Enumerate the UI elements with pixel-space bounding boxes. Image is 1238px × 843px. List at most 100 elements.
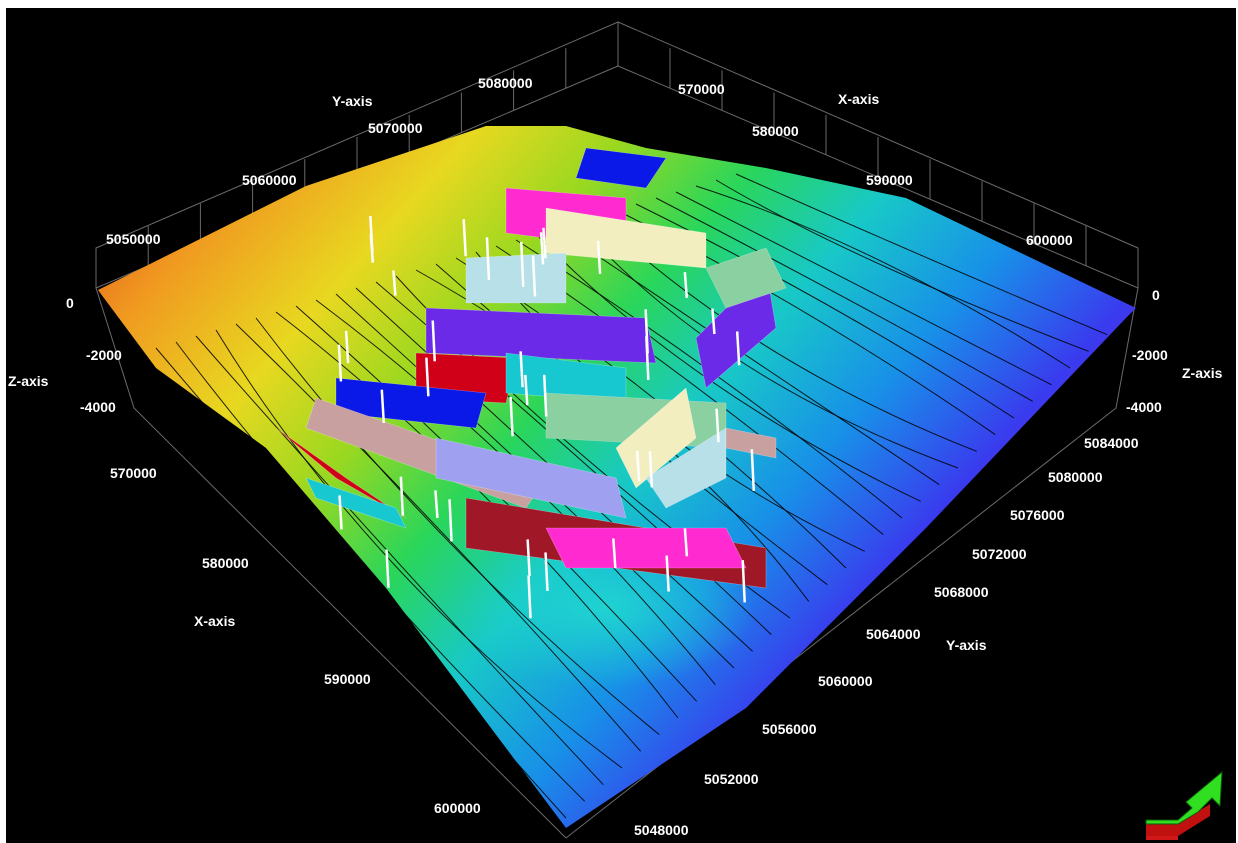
- fault-trace: [735, 331, 741, 366]
- fault-trace: [711, 308, 716, 335]
- tick-y-right-3: 5076000: [1010, 507, 1065, 523]
- tick-y-top-4: 5050000: [106, 231, 161, 247]
- fault-trace: [750, 449, 756, 492]
- tick-y-right-5: 5068000: [934, 584, 989, 600]
- tick-x-left-1: 570000: [110, 465, 157, 481]
- fault-trace: [612, 538, 617, 569]
- fault-surfaces: [275, 147, 787, 619]
- contour-line: [215, 329, 623, 769]
- fault-trace: [635, 450, 641, 482]
- tick-x-left-2: 580000: [202, 555, 249, 571]
- fault-surface: [615, 387, 697, 489]
- fault-trace: [462, 219, 467, 257]
- tick-z-left-1: 0: [66, 295, 74, 311]
- tick-x-left-4: 600000: [434, 800, 481, 816]
- tick-y-right-8: 5056000: [762, 721, 817, 737]
- contour-line: [715, 179, 1089, 352]
- y-axis-label-right: Y-axis: [946, 637, 987, 653]
- fault-trace: [338, 495, 343, 530]
- fault-surface: [545, 527, 747, 569]
- tick-y-top-1: 5080000: [478, 75, 533, 91]
- fault-trace: [380, 389, 386, 424]
- fault-trace: [399, 476, 405, 516]
- fault-trace: [531, 255, 537, 297]
- fault-trace: [392, 270, 397, 296]
- tick-y-right-4: 5072000: [972, 546, 1027, 562]
- fault-trace: [542, 374, 548, 417]
- fault-surface: [425, 307, 657, 364]
- contour-line: [695, 185, 1071, 369]
- fault-trace: [520, 241, 525, 287]
- tick-z-right-2: -2000: [1132, 347, 1168, 363]
- tick-y-right-1: 5084000: [1084, 435, 1139, 451]
- x-axis-label-left: X-axis: [194, 613, 235, 629]
- contour-line: [275, 311, 679, 719]
- fault-surface: [465, 252, 567, 304]
- tick-y-top-3: 5060000: [242, 172, 297, 188]
- fault-trace: [715, 408, 720, 443]
- fault-trace: [509, 397, 514, 437]
- tick-y-right-6: 5064000: [866, 626, 921, 642]
- horizon-surface: [98, 126, 1136, 828]
- contour-line: [175, 341, 586, 802]
- tick-z-right-3: -4000: [1126, 399, 1162, 415]
- grid-left-wall: [95, 287, 567, 839]
- tick-y-top-2: 5070000: [368, 120, 423, 136]
- fault-trace: [544, 552, 549, 592]
- contour-line: [735, 173, 1108, 336]
- fault-surface: [705, 247, 787, 309]
- y-axis-label-top: Y-axis: [332, 93, 373, 109]
- fault-trace: [542, 227, 547, 259]
- tick-x-left-3: 590000: [324, 671, 371, 687]
- fault-surface: [335, 377, 487, 429]
- direction-arrow-icon[interactable]: [1145, 770, 1223, 840]
- fault-surface: [645, 427, 727, 509]
- fault-trace: [526, 539, 531, 577]
- contour-line: [675, 191, 1052, 386]
- tick-x-top-4: 600000: [1026, 232, 1073, 248]
- tick-x-top-1: 570000: [678, 81, 725, 97]
- fault-trace: [539, 232, 545, 265]
- contour-line: [155, 347, 567, 819]
- fault-trace: [385, 549, 390, 588]
- contour-line: [195, 335, 604, 786]
- fault-trace: [425, 357, 430, 397]
- tick-y-right-2: 5080000: [1048, 469, 1103, 485]
- tick-z-left-3: -4000: [80, 399, 116, 415]
- x-axis-label-top: X-axis: [838, 91, 879, 107]
- fault-trace: [369, 233, 375, 263]
- tick-z-right-1: 0: [1152, 287, 1160, 303]
- fault-surface: [575, 147, 667, 189]
- tick-z-left-2: -2000: [86, 347, 122, 363]
- fault-trace: [431, 320, 436, 362]
- fault-trace: [683, 528, 689, 557]
- fault-trace: [434, 490, 439, 519]
- tick-x-top-3: 590000: [866, 172, 913, 188]
- tick-y-right-10: 5048000: [634, 822, 689, 838]
- contour-line: [355, 287, 754, 652]
- tick-y-right-7: 5060000: [818, 673, 873, 689]
- fault-trace: [527, 575, 532, 619]
- fault-trace: [596, 240, 602, 274]
- fault-trace: [683, 271, 689, 298]
- z-axis-label-left: Z-axis: [8, 373, 49, 389]
- fault-trace: [665, 555, 670, 592]
- fault-trace: [648, 451, 654, 488]
- axis-labels: 570000 580000 590000 600000 X-axis 50800…: [8, 75, 1223, 838]
- contour-line: [235, 323, 642, 752]
- 3d-viewport[interactable]: 570000 580000 590000 600000 X-axis 50800…: [6, 8, 1236, 843]
- fault-trace: [337, 344, 343, 382]
- fault-trace: [519, 351, 524, 388]
- tick-y-right-9: 5052000: [704, 771, 759, 787]
- fault-trace: [485, 237, 491, 281]
- surface-plot: 570000 580000 590000 600000 X-axis 50800…: [8, 21, 1223, 840]
- fault-surface: [435, 437, 627, 519]
- fault-surface: [305, 477, 407, 529]
- fault-surface: [275, 427, 407, 519]
- fault-trace: [524, 374, 529, 406]
- fault-surface: [725, 427, 777, 459]
- z-axis-label-right: Z-axis: [1182, 365, 1223, 381]
- fault-trace: [645, 336, 650, 381]
- fault-trace: [448, 499, 453, 542]
- fault-trace: [741, 560, 746, 603]
